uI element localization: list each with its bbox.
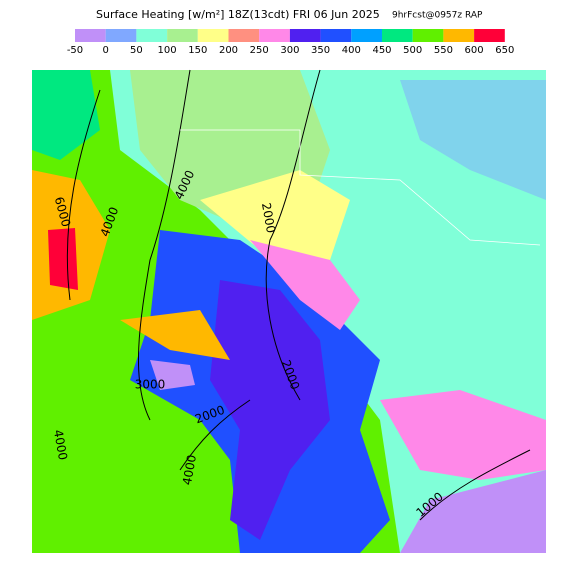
legend-label: 500	[403, 45, 422, 56]
legend: -50 0 50 100 150 200 250 300 350 400 450 500 550 600 6…	[67, 29, 514, 56]
legend-label: 0	[103, 45, 109, 56]
legend-swatch	[320, 29, 352, 42]
legend-label: -50	[67, 45, 83, 56]
legend-swatch	[443, 29, 475, 42]
legend-swatch	[382, 29, 413, 42]
legend-label: 350	[311, 45, 330, 56]
heat-region	[210, 280, 330, 540]
legend-label: 200	[219, 45, 238, 56]
legend-label: 600	[465, 45, 484, 56]
legend-label: 150	[188, 45, 207, 56]
contour-label: 2000	[259, 202, 278, 235]
legend-label: 450	[372, 45, 391, 56]
legend-swatch	[167, 29, 198, 42]
legend-swatch	[412, 29, 444, 42]
legend-swatch	[136, 29, 168, 42]
legend-label: 400	[342, 45, 361, 56]
contour-lines	[66, 69, 531, 521]
state-border	[180, 129, 541, 246]
contour-label: 4000	[180, 454, 199, 487]
legend-swatch	[75, 29, 106, 42]
heat-region	[400, 80, 546, 200]
legend-label: 50	[130, 45, 143, 56]
heat-region	[120, 310, 230, 360]
legend-swatch	[351, 29, 382, 42]
legend-swatch	[105, 29, 137, 42]
heat-region	[32, 70, 100, 160]
legend-swatch	[289, 29, 321, 42]
subtitle: 9hrFcst@0957z RAP	[392, 11, 483, 21]
heat-region	[380, 390, 546, 480]
heat-region	[48, 228, 78, 290]
heat-region	[150, 360, 195, 390]
heat-region	[400, 470, 546, 553]
contour-label: 4000	[51, 429, 70, 462]
legend-swatch	[197, 29, 229, 42]
legend-label: 550	[434, 45, 453, 56]
legend-swatch	[228, 29, 260, 42]
legend-swatch	[259, 29, 290, 42]
contour-label: 3000	[135, 378, 166, 392]
legend-swatch	[474, 29, 505, 42]
title: Surface Heating [w/m²] 18Z(13cdt) FRI 06…	[96, 8, 380, 21]
legend-label: 300	[280, 45, 299, 56]
legend-label: 100	[158, 45, 177, 56]
heat-region	[250, 240, 360, 330]
legend-label: 650	[495, 45, 514, 56]
heat-region	[200, 170, 350, 260]
legend-label: 250	[250, 45, 269, 56]
